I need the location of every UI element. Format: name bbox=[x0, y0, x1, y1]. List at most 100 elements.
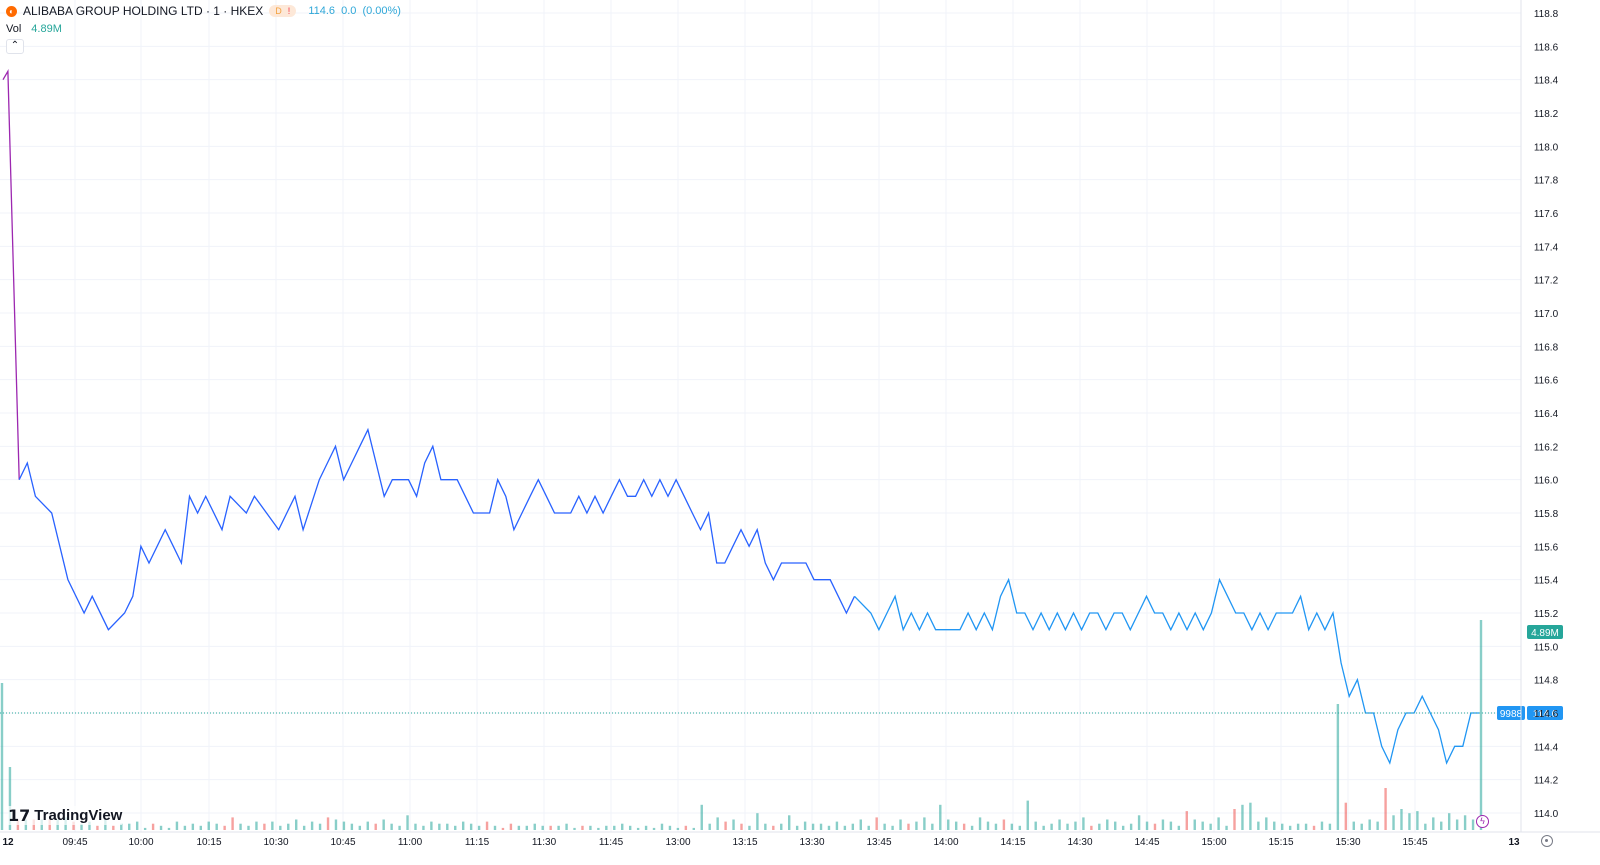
volume-bar bbox=[477, 825, 481, 830]
volume-bar bbox=[1408, 813, 1411, 830]
price-tick-label: 114.2 bbox=[1534, 776, 1559, 787]
time-tick-label: 10:30 bbox=[263, 837, 288, 848]
volume-bar bbox=[215, 823, 218, 830]
price-tick-label: 114.4 bbox=[1534, 742, 1559, 753]
collapse-legend-button[interactable]: ⌃ bbox=[6, 39, 24, 54]
status-badge[interactable]: D ! bbox=[269, 5, 297, 17]
volume-bar bbox=[1312, 825, 1316, 830]
volume-bar bbox=[88, 821, 91, 830]
lightning-icon[interactable]: ϟ bbox=[1476, 815, 1489, 828]
volume-bar bbox=[1344, 802, 1348, 830]
volume-bar bbox=[867, 825, 870, 830]
volume-bar bbox=[1233, 809, 1236, 830]
volume-bar bbox=[692, 827, 695, 830]
volume-bar bbox=[795, 825, 799, 830]
volume-bar bbox=[199, 825, 202, 830]
volume-bar bbox=[1241, 804, 1244, 830]
symbol-row[interactable]: ◐ ALIBABA GROUP HOLDING LTD · 1 · HKEX D… bbox=[6, 2, 404, 20]
volume-bar bbox=[96, 825, 99, 830]
volume-bar bbox=[398, 825, 401, 830]
volume-bar bbox=[644, 825, 648, 830]
price-line-open-segment bbox=[2, 69, 20, 480]
volume-bar bbox=[151, 823, 155, 830]
volume-bar bbox=[1336, 704, 1340, 830]
time-tick-label: 10:15 bbox=[196, 837, 221, 848]
volume-bar bbox=[175, 821, 179, 830]
volume-bar bbox=[549, 825, 552, 830]
volume-bar bbox=[962, 823, 966, 830]
price-tick-label: 115.8 bbox=[1534, 509, 1559, 520]
volume-bar bbox=[517, 825, 521, 830]
volume-bar bbox=[1002, 819, 1006, 830]
tradingview-mark-icon: 17 bbox=[8, 806, 31, 825]
alibaba-logo-icon: ◐ bbox=[6, 5, 17, 17]
volume-bar bbox=[1129, 823, 1133, 830]
symbol-title[interactable]: ALIBABA GROUP HOLDING LTD · 1 · HKEX bbox=[23, 4, 264, 18]
volume-bar bbox=[350, 823, 354, 830]
volume-bar bbox=[1026, 800, 1029, 830]
volume-bar bbox=[883, 823, 886, 830]
volume-bar bbox=[636, 827, 640, 830]
volume-bar bbox=[970, 825, 974, 830]
price-tick-label: 118.0 bbox=[1534, 142, 1559, 153]
volume-bar bbox=[1376, 821, 1379, 830]
volume-bars bbox=[0, 620, 1483, 830]
volume-bar bbox=[589, 825, 592, 830]
settings-icon[interactable] bbox=[1541, 835, 1553, 847]
volume-bar bbox=[684, 825, 688, 830]
volume-bar bbox=[1384, 788, 1387, 830]
volume-bar bbox=[454, 825, 457, 830]
volume-bar bbox=[780, 823, 783, 830]
price-series bbox=[2, 69, 1479, 765]
time-tick-label: 10:45 bbox=[330, 837, 355, 848]
tradingview-wordmark: TradingView bbox=[34, 807, 123, 824]
time-tick-label: 13:15 bbox=[732, 837, 757, 848]
volume-row[interactable]: Vol 4.89M bbox=[6, 20, 404, 38]
volume-bar bbox=[318, 823, 322, 830]
volume-bar bbox=[501, 827, 505, 830]
volume-bar bbox=[1463, 815, 1467, 830]
volume-bar bbox=[223, 825, 226, 830]
tradingview-logo[interactable]: 17 TradingView bbox=[8, 806, 123, 825]
volume-bar bbox=[986, 821, 990, 830]
volume-bar bbox=[525, 825, 529, 830]
volume-bar bbox=[573, 827, 576, 830]
volume-bar bbox=[1058, 819, 1061, 830]
volume-bar bbox=[811, 823, 815, 830]
volume-bar bbox=[923, 817, 926, 830]
volume-bar bbox=[732, 819, 735, 830]
volume-bar bbox=[676, 827, 680, 830]
volume-bar bbox=[652, 827, 656, 830]
time-axis: 12 09:45 10:00 10:15 10:30 10:45 11:00 11:15 11:… bbox=[0, 831, 1600, 848]
chart-legend: ◐ ALIBABA GROUP HOLDING LTD · 1 · HKEX D… bbox=[6, 2, 404, 38]
volume-bar bbox=[891, 825, 894, 830]
volume-bar bbox=[382, 819, 385, 830]
volume-bar bbox=[1352, 821, 1355, 830]
volume-bar bbox=[1193, 819, 1196, 830]
price-tick-label: 116.0 bbox=[1534, 476, 1559, 487]
volume-bar bbox=[0, 683, 4, 830]
volume-bar bbox=[899, 819, 902, 830]
volume-bar bbox=[414, 823, 417, 830]
volume-bar bbox=[1121, 825, 1125, 830]
volume-bar bbox=[271, 821, 274, 830]
volume-bar bbox=[279, 825, 282, 830]
price-tick-label: 114.8 bbox=[1534, 676, 1559, 687]
price-tick-label: 115.6 bbox=[1534, 542, 1559, 553]
volume-bar bbox=[565, 823, 568, 830]
volume-bar bbox=[1034, 821, 1037, 830]
price-tick-label: 117.8 bbox=[1534, 176, 1559, 187]
volume-bar bbox=[406, 815, 409, 830]
volume-bar bbox=[1368, 819, 1371, 830]
volume-bar bbox=[1471, 819, 1475, 830]
volume-bar bbox=[509, 823, 513, 830]
price-axis: 118.8 118.6 118.4 118.2 118.0 117.8 117.6 117.4… bbox=[1520, 0, 1559, 832]
price-tick-label: 117.0 bbox=[1534, 309, 1559, 320]
volume-bar bbox=[1018, 825, 1022, 830]
price-line-late bbox=[854, 577, 1479, 765]
volume-bar bbox=[1265, 817, 1268, 830]
volume-bar bbox=[700, 804, 703, 830]
volume-bar bbox=[907, 823, 910, 830]
volume-bar bbox=[1177, 825, 1181, 830]
